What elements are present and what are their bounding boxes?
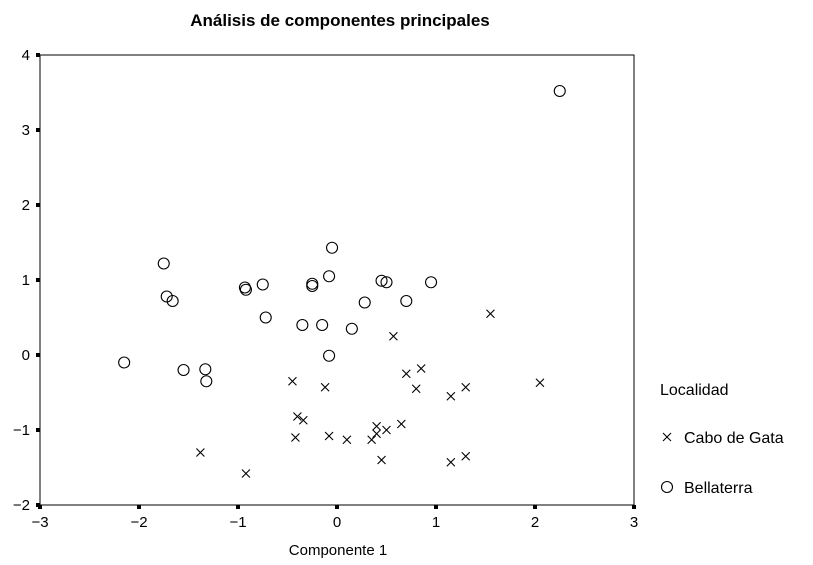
y-tick-label: 1 <box>22 272 30 289</box>
data-point-bellaterra <box>358 296 371 309</box>
data-point-bellaterra <box>199 363 212 376</box>
x-tick-label: −1 <box>229 514 246 531</box>
data-point-bellaterra <box>375 274 388 287</box>
data-point-bellaterra <box>424 276 438 289</box>
y-tick-label: 0 <box>22 347 30 364</box>
data-point-cabo-de-gata <box>324 431 334 441</box>
x-axis-label: Componente 1 <box>289 542 387 559</box>
y-axis: −2 −1 0 1 2 3 4 <box>13 47 40 514</box>
x-tick-label: 2 <box>531 514 539 531</box>
data-point-bellaterra <box>316 318 329 332</box>
chart-title: Análisis de componentes principales <box>190 11 489 30</box>
data-point-cabo-de-gata <box>377 455 386 465</box>
data-point-cabo-de-gata <box>396 419 406 429</box>
data-point-cabo-de-gata <box>411 384 421 394</box>
x-tick-label: 3 <box>630 514 638 531</box>
y-tick-mark <box>36 428 40 432</box>
data-point-bellaterra <box>306 279 319 293</box>
legend-marker-circle-icon <box>660 480 674 494</box>
data-point-bellaterra <box>325 241 339 254</box>
x-tick-mark <box>137 505 141 509</box>
data-point-cabo-de-gata <box>288 376 297 386</box>
y-tick-label: −1 <box>13 422 30 439</box>
data-point-bellaterra <box>256 278 269 291</box>
data-point-cabo-de-gata <box>486 309 495 319</box>
data-point-bellaterra <box>259 311 272 324</box>
data-point-cabo-de-gata <box>401 369 411 379</box>
data-point-cabo-de-gata <box>298 415 308 425</box>
data-point-bellaterra <box>157 257 170 270</box>
data-point-bellaterra <box>380 276 393 289</box>
data-point-cabo-de-gata <box>461 451 471 461</box>
data-point-cabo-de-gata <box>291 433 300 442</box>
data-points <box>118 84 566 478</box>
data-point-cabo-de-gata <box>389 331 398 341</box>
x-tick-label: 0 <box>333 514 341 531</box>
y-tick-label: 4 <box>22 47 30 64</box>
data-point-cabo-de-gata <box>382 425 391 435</box>
data-point-bellaterra <box>166 294 179 308</box>
x-tick-label: −2 <box>130 514 147 531</box>
legend: Localidad Cabo de Gata Bellaterra <box>660 382 784 497</box>
y-tick-mark <box>36 203 40 207</box>
x-tick-mark <box>434 505 438 509</box>
data-point-bellaterra <box>177 363 190 377</box>
data-point-bellaterra <box>553 84 566 98</box>
data-point-bellaterra <box>296 318 309 332</box>
legend-label: Bellaterra <box>684 480 753 497</box>
data-point-cabo-de-gata <box>446 457 456 467</box>
x-tick-mark <box>335 505 339 509</box>
data-point-cabo-de-gata <box>461 382 471 392</box>
x-tick-mark <box>236 505 240 509</box>
data-point-cabo-de-gata <box>416 364 426 373</box>
y-tick-mark <box>36 353 40 357</box>
data-point-cabo-de-gata <box>342 435 352 445</box>
y-tick-mark <box>36 278 40 282</box>
legend-marker-x-icon <box>662 432 672 442</box>
x-tick-label: 1 <box>432 514 440 531</box>
data-point-bellaterra <box>323 270 336 283</box>
data-point-bellaterra <box>400 294 413 308</box>
data-point-bellaterra <box>118 356 131 369</box>
legend-label: Cabo de Gata <box>684 430 784 447</box>
plot-frame <box>39 54 635 506</box>
data-point-bellaterra <box>323 349 336 362</box>
data-point-cabo-de-gata <box>293 412 302 421</box>
x-tick-mark <box>533 505 537 509</box>
data-point-bellaterra <box>306 277 319 290</box>
data-point-cabo-de-gata <box>195 448 205 457</box>
y-tick-label: 2 <box>22 197 30 214</box>
data-point-cabo-de-gata <box>367 435 377 445</box>
data-point-cabo-de-gata <box>320 382 330 392</box>
data-point-cabo-de-gata <box>241 469 251 478</box>
data-point-cabo-de-gata <box>446 391 456 401</box>
x-axis: −3 −2 −1 0 1 2 3 <box>31 505 638 531</box>
x-tick-label: −3 <box>31 514 48 531</box>
y-tick-mark <box>36 128 40 132</box>
x-tick-mark <box>632 505 636 509</box>
legend-title: Localidad <box>660 382 729 399</box>
data-point-bellaterra <box>200 375 213 388</box>
data-point-bellaterra <box>239 283 252 296</box>
data-point-bellaterra <box>345 322 358 335</box>
y-tick-label: 3 <box>22 122 30 139</box>
data-point-cabo-de-gata <box>535 378 545 388</box>
y-tick-label: −2 <box>13 497 30 514</box>
x-tick-mark <box>38 505 42 509</box>
y-tick-mark <box>36 53 40 57</box>
data-point-cabo-de-gata <box>372 429 381 439</box>
data-point-cabo-de-gata <box>372 421 381 431</box>
